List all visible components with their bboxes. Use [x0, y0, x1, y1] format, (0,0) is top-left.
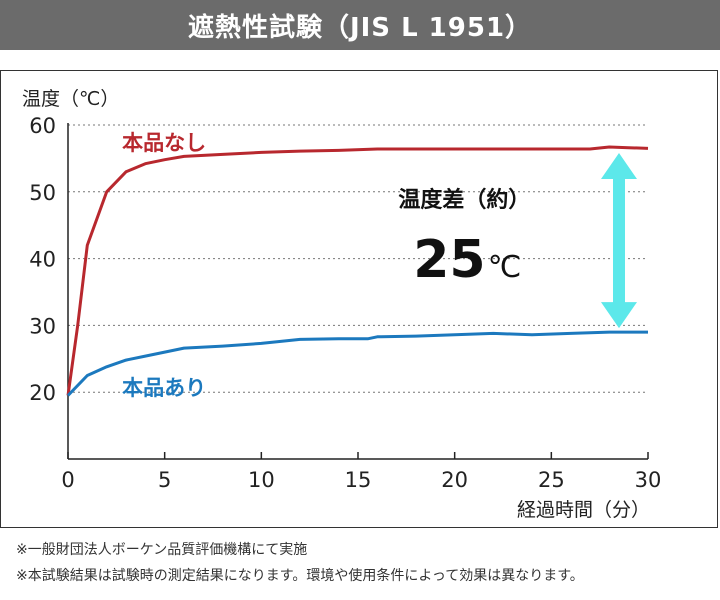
y-axis-label: 温度（℃） [22, 88, 119, 110]
difference-unit: ℃ [488, 250, 522, 285]
chart-title: 遮熱性試験（JIS L 1951） [187, 12, 533, 43]
x-tick-label: 10 [248, 468, 275, 492]
axes [67, 123, 649, 460]
footnote-1: ※一般財団法人ボーケン品質評価機構にて実施 [16, 542, 308, 558]
series-label-without-product: 本品なし [122, 131, 206, 155]
tick-labels: 20 30 40 50 60 0 5 10 15 20 25 30 [29, 114, 661, 492]
series-lines [66, 145, 649, 397]
x-tick-label: 15 [345, 468, 372, 492]
x-tick-label: 20 [441, 468, 468, 492]
x-tick-label: 0 [61, 468, 74, 492]
x-axis-label: 経過時間（分） [517, 499, 650, 521]
y-tick-label: 60 [29, 114, 56, 138]
temperature-difference-annotation: 温度差（約） 25 ℃ [398, 153, 637, 329]
chart-title-bar: 遮熱性試験（JIS L 1951） [0, 0, 720, 50]
series-label-with-product: 本品あり [122, 376, 206, 400]
y-tick-label: 30 [29, 314, 56, 338]
difference-arrow [601, 153, 637, 329]
y-tick-label: 50 [29, 181, 56, 205]
chart-frame [0, 70, 718, 528]
difference-label: 温度差（約） [398, 187, 530, 213]
grid-lines [68, 124, 648, 393]
y-tick-label: 40 [29, 248, 56, 272]
series-line-without-product [66, 145, 649, 396]
y-tick-label: 20 [29, 381, 56, 405]
x-tick-label: 30 [635, 468, 662, 492]
footnote-2: ※本試験結果は試験時の測定結果になります。環境や使用条件によって効果は異なります… [16, 568, 584, 584]
x-tick-label: 5 [158, 468, 171, 492]
difference-value: 25 [413, 230, 485, 290]
series-line-with-product [66, 330, 648, 397]
x-tick-label: 25 [538, 468, 565, 492]
footnotes: ※一般財団法人ボーケン品質評価機構にて実施 ※本試験結果は試験時の測定結果になり… [16, 537, 584, 589]
